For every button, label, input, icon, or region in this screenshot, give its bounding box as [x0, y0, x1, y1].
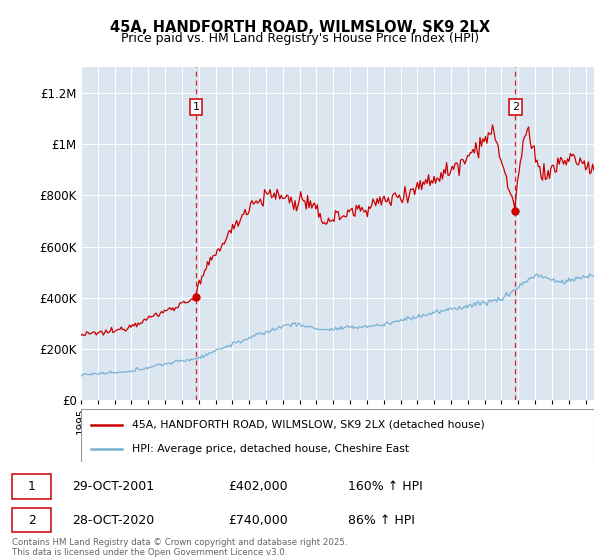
Text: 2: 2 [28, 514, 36, 527]
Text: £740,000: £740,000 [228, 514, 288, 527]
Text: 45A, HANDFORTH ROAD, WILMSLOW, SK9 2LX: 45A, HANDFORTH ROAD, WILMSLOW, SK9 2LX [110, 20, 490, 35]
Text: 1: 1 [28, 480, 36, 493]
Text: 45A, HANDFORTH ROAD, WILMSLOW, SK9 2LX (detached house): 45A, HANDFORTH ROAD, WILMSLOW, SK9 2LX (… [133, 420, 485, 430]
Text: 28-OCT-2020: 28-OCT-2020 [72, 514, 154, 527]
Text: £402,000: £402,000 [228, 480, 287, 493]
Bar [12, 508, 51, 533]
Text: 2: 2 [512, 102, 519, 112]
Text: 160% ↑ HPI: 160% ↑ HPI [348, 480, 423, 493]
Text: HPI: Average price, detached house, Cheshire East: HPI: Average price, detached house, Ches… [133, 444, 409, 454]
Text: Price paid vs. HM Land Registry's House Price Index (HPI): Price paid vs. HM Land Registry's House … [121, 32, 479, 45]
Text: Contains HM Land Registry data © Crown copyright and database right 2025.
This d: Contains HM Land Registry data © Crown c… [12, 538, 347, 557]
Text: 86% ↑ HPI: 86% ↑ HPI [348, 514, 415, 527]
Bar [12, 474, 51, 499]
Text: 29-OCT-2001: 29-OCT-2001 [72, 480, 154, 493]
Text: 1: 1 [193, 102, 199, 112]
